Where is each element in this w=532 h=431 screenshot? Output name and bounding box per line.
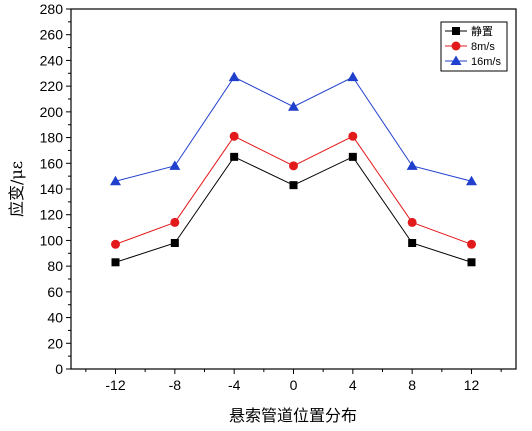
data-point <box>407 217 417 227</box>
data-point <box>230 152 239 161</box>
y-tick-label: 260 <box>40 27 64 43</box>
series-3 <box>110 71 477 186</box>
data-point <box>289 181 298 190</box>
y-tick-label: 40 <box>47 310 63 326</box>
legend-item: 8m/s <box>445 41 495 53</box>
y-axis-title: 应变/με <box>7 161 26 217</box>
y-tick-label: 240 <box>40 52 64 68</box>
data-point <box>228 71 240 82</box>
legend-label: 8m/s <box>471 41 495 53</box>
y-tick-label: 0 <box>55 361 63 377</box>
y-axis: 0 20 40 60 80 100 120 140 160 180 200 220 240 260 280 <box>40 1 71 377</box>
data-point <box>229 131 239 141</box>
data-point <box>347 71 359 82</box>
data-point <box>467 239 476 249</box>
data-point <box>111 258 120 267</box>
data-point <box>110 175 121 186</box>
y-tick-label: 60 <box>47 284 63 300</box>
legend-marker <box>452 27 460 35</box>
x-tick-label: 4 <box>349 377 357 393</box>
data-point <box>408 239 417 247</box>
y-tick-label: 140 <box>40 181 64 197</box>
y-tick-label: 180 <box>40 130 64 146</box>
data-point <box>170 217 180 227</box>
data-point <box>288 101 299 111</box>
y-tick-label: 160 <box>40 155 64 171</box>
x-tick-label: 0 <box>290 377 298 393</box>
y-tick-label: 20 <box>47 335 63 351</box>
series-1 <box>111 152 476 267</box>
legend-marker <box>451 41 461 51</box>
legend-label: 静置 <box>471 24 493 38</box>
data-point <box>348 131 358 141</box>
data-point <box>467 258 476 267</box>
series-line <box>115 135 472 245</box>
y-tick-label: 80 <box>47 258 63 274</box>
data-point <box>170 239 179 247</box>
series-line <box>115 156 472 263</box>
legend: 静置 8m/s 16m/s <box>440 21 508 72</box>
data-point <box>406 160 418 170</box>
legend-marker <box>450 55 462 65</box>
legend-item: 静置 <box>445 24 493 38</box>
x-tick-label: -8 <box>169 377 182 393</box>
data-point <box>111 239 120 249</box>
data-point <box>169 160 181 170</box>
x-tick-label: -12 <box>105 377 125 393</box>
legend-item: 16m/s <box>445 55 501 68</box>
x-tick-label: 12 <box>464 377 480 393</box>
y-tick-label: 120 <box>40 207 64 223</box>
y-tick-label: 100 <box>40 232 64 248</box>
series-2 <box>111 131 476 249</box>
series-layer <box>110 71 477 267</box>
x-tick-label: 8 <box>408 377 416 393</box>
data-point <box>466 175 477 186</box>
y-tick-label: 200 <box>40 104 64 120</box>
x-tick-label: -4 <box>228 377 241 393</box>
y-tick-label: 220 <box>40 78 64 94</box>
data-point <box>348 152 357 161</box>
legend-label: 16m/s <box>471 56 501 68</box>
data-point <box>289 161 298 171</box>
x-axis: -12 -8 -4 0 4 8 12 <box>85 369 502 393</box>
x-axis-title: 悬索管道位置分布 <box>229 406 357 425</box>
y-tick-label: 280 <box>40 1 64 17</box>
